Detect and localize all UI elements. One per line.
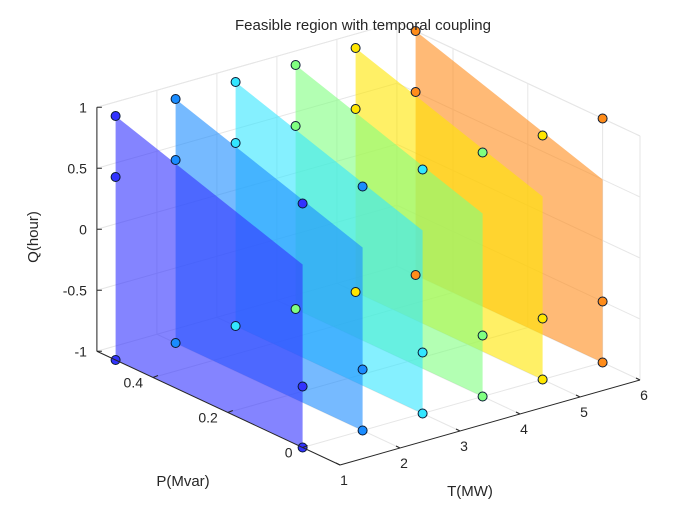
x-tick-label: 4	[520, 421, 528, 437]
y-tick-label: 0.4	[124, 375, 144, 391]
chart-title: Feasible region with temporal coupling	[235, 17, 491, 34]
x-tick-label: 3	[460, 438, 468, 454]
vertex-marker	[170, 338, 181, 348]
x-tick-mark	[635, 377, 641, 381]
vertex-marker	[477, 147, 488, 158]
grid-line	[302, 362, 603, 448]
x-tick-label: 5	[580, 404, 588, 420]
vertex-marker	[477, 391, 488, 402]
vertex-marker	[230, 138, 241, 148]
vertex-marker	[170, 94, 181, 104]
x-tick-mark	[515, 411, 521, 415]
vertex-marker	[290, 60, 301, 70]
vertex-marker	[410, 26, 421, 36]
grid-edge	[96, 21, 398, 108]
vertex-marker	[290, 121, 301, 131]
y-tick-label: 0	[285, 445, 293, 461]
vertex-marker	[537, 130, 548, 141]
vertex-marker	[350, 43, 361, 53]
axes	[96, 106, 641, 466]
vertex-marker	[417, 408, 428, 419]
x-tick-mark	[395, 445, 401, 449]
vertex-marker	[537, 374, 548, 385]
y-tick-mark	[152, 375, 159, 378]
vertex-marker	[230, 321, 241, 331]
z-tick-label: 1	[79, 99, 87, 115]
vertex-marker	[230, 77, 241, 87]
vertex-marker	[350, 104, 361, 114]
vertex-marker	[417, 164, 428, 175]
vertex-marker	[357, 425, 368, 436]
surface-t1	[115, 116, 303, 448]
z-tick-label: 0	[79, 221, 87, 237]
vertex-marker	[597, 296, 608, 307]
y-tick-mark	[302, 445, 308, 448]
x-tick-label: 2	[400, 455, 408, 471]
vertex-marker	[410, 270, 421, 280]
vertex-marker	[477, 330, 488, 341]
surfaces	[115, 31, 603, 448]
z-axis-label: Q(hour)	[25, 211, 42, 263]
vertex-marker	[537, 313, 548, 324]
x-axis-label: T(MW)	[447, 483, 493, 500]
vertex-marker	[110, 111, 121, 121]
vertex-marker	[410, 87, 421, 97]
vertex-marker	[297, 381, 308, 392]
x-tick-label: 1	[340, 472, 348, 488]
vertex-marker	[350, 287, 361, 297]
vertex-marker	[417, 347, 428, 358]
y-tick-label: 0.2	[198, 410, 218, 426]
x-tick-label: 6	[640, 387, 648, 403]
z-tick-label: -1	[74, 343, 87, 359]
vertex-marker	[297, 198, 308, 209]
y-tick-mark	[227, 410, 233, 413]
x-axis-line	[339, 379, 641, 466]
x-tick-mark	[575, 394, 581, 398]
x-tick-mark	[335, 462, 341, 466]
vertex-marker	[290, 304, 301, 314]
vertex-marker	[357, 181, 368, 192]
x-tick-mark	[455, 428, 461, 432]
y-axis-line	[96, 350, 341, 466]
vertex-marker	[110, 172, 121, 182]
vertex-marker	[597, 113, 608, 124]
vertex-marker	[170, 155, 181, 165]
z-tick-label: 0.5	[67, 160, 87, 176]
vertex-marker	[357, 364, 368, 375]
tick-labels: 1 2 3 4 5 6 0 0.2 0.4 -1 -0.5 0 0.5 1	[63, 99, 648, 488]
y-axis-label: P(Mvar)	[156, 473, 209, 490]
vertex-marker	[597, 357, 608, 368]
z-tick-label: -0.5	[63, 282, 87, 298]
vertices	[110, 26, 608, 453]
